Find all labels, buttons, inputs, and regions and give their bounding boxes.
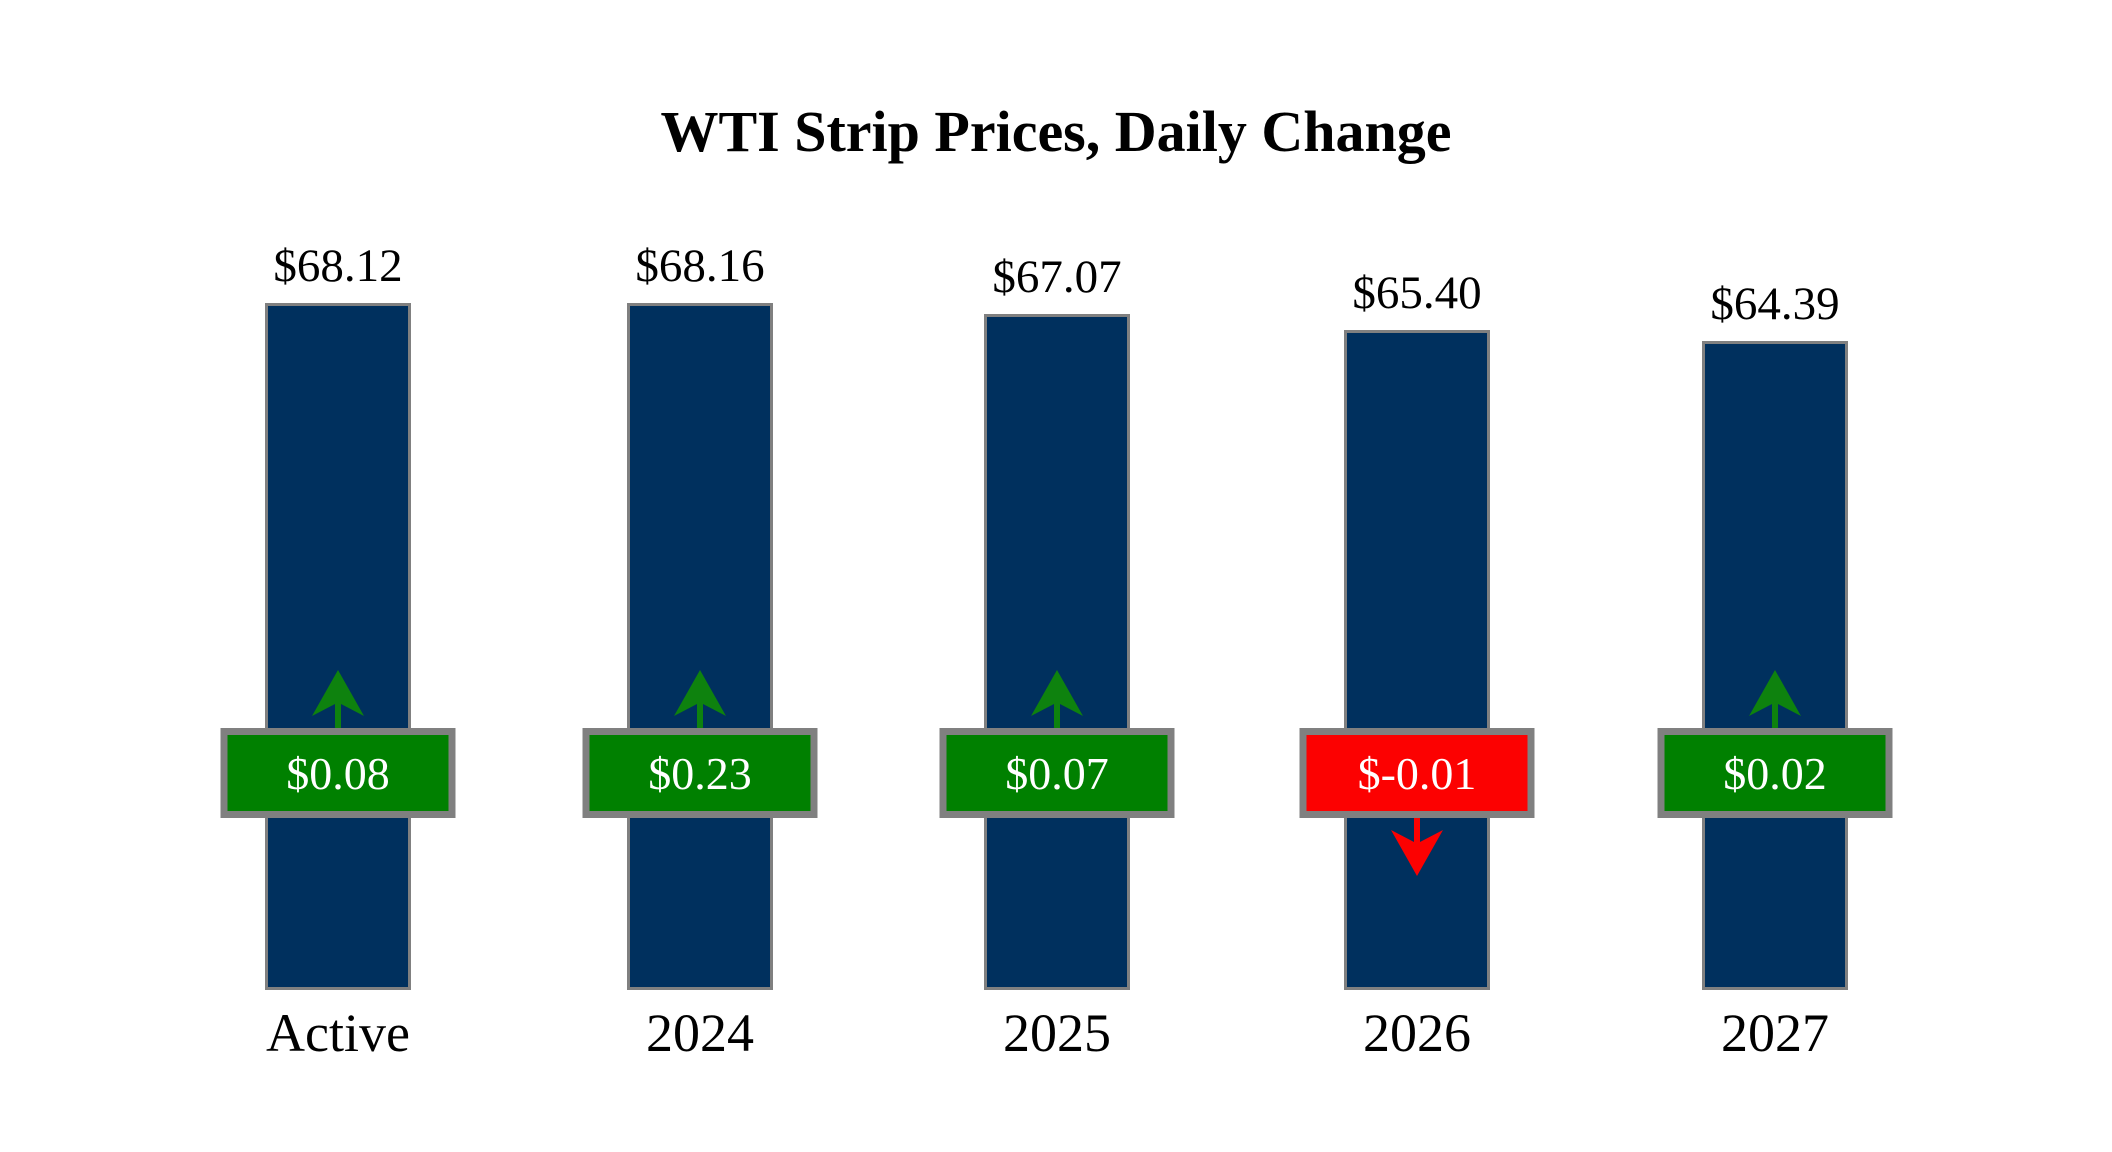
change-badge: $0.07 [939, 728, 1175, 818]
change-value: $0.02 [1723, 747, 1827, 799]
bar [1702, 340, 1848, 990]
change-value: $0.07 [1005, 747, 1109, 799]
up-arrow-icon [1749, 670, 1801, 728]
bar-group-2024: $68.16 $0.23 2024 [550, 0, 850, 1152]
change-badge: $0.02 [1657, 728, 1893, 818]
bar [265, 303, 411, 990]
bar [627, 302, 773, 990]
price-label: $65.40 [1352, 267, 1482, 320]
bar [1344, 330, 1490, 990]
up-arrow-icon [674, 670, 726, 728]
chart-title: WTI Strip Prices, Daily Change [660, 99, 1452, 164]
down-arrow-icon [1391, 818, 1443, 876]
change-value: $0.08 [286, 747, 390, 799]
change-badge: $-0.01 [1299, 728, 1535, 818]
bar-group-2027: $64.39 $0.02 2027 [1625, 0, 1925, 1152]
bar-group-2025: $67.07 $0.07 2025 [907, 0, 1207, 1152]
change-badge: $0.08 [220, 728, 456, 818]
price-label: $67.07 [992, 250, 1122, 303]
category-label: 2025 [1003, 1003, 1111, 1063]
change-value: $-0.01 [1357, 747, 1477, 799]
price-label: $68.16 [635, 239, 765, 292]
category-label: 2024 [646, 1003, 754, 1063]
category-label: 2027 [1721, 1003, 1829, 1063]
change-badge: $0.23 [582, 728, 818, 818]
price-label: $68.12 [273, 239, 403, 292]
category-label: 2026 [1363, 1003, 1471, 1063]
up-arrow-icon [312, 670, 364, 728]
bar-group-active: $68.12 $0.08 Active [188, 0, 488, 1152]
price-label: $64.39 [1710, 277, 1840, 330]
change-value: $0.23 [648, 747, 752, 799]
bar [984, 313, 1130, 990]
bar-group-2026: $65.40 $-0.01 2026 [1267, 0, 1567, 1152]
category-label: Active [266, 1003, 410, 1063]
up-arrow-icon [1031, 670, 1083, 728]
